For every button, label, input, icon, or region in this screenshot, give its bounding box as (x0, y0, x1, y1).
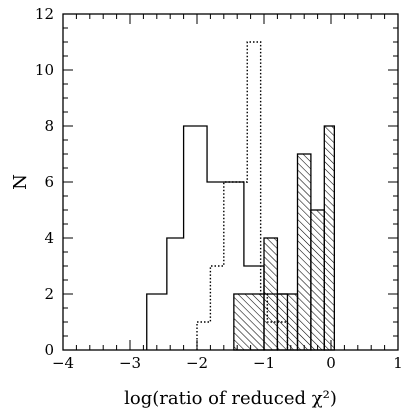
solid-outline-outline (146, 125, 289, 350)
hatched-bin-3 (296, 153, 312, 351)
hatched-bin-0 (233, 293, 265, 351)
x-tick-label: 1 (393, 354, 403, 372)
y-tick-label: 10 (35, 61, 54, 79)
hatched-bin-5 (323, 125, 335, 351)
y-tick-label: 8 (44, 117, 54, 135)
y-tick-label: 0 (44, 341, 54, 359)
x-tick-label: −4 (52, 354, 74, 372)
hatched-series (233, 125, 335, 351)
y-tick-label: 12 (35, 5, 54, 23)
y-tick-label: 6 (44, 173, 54, 191)
x-tick-label: −2 (186, 354, 208, 372)
histogram-layer (146, 41, 335, 351)
x-tick-label: −3 (119, 354, 141, 372)
x-tick-label: 0 (326, 354, 336, 372)
y-axis-title: N (10, 174, 31, 190)
dotted-outline-series (196, 41, 289, 350)
solid-outline-series (146, 125, 289, 350)
dotted-outline-outline (196, 41, 289, 350)
x-axis-title: log(ratio of reduced χ²) (124, 388, 337, 409)
y-tick-label: 2 (44, 285, 54, 303)
x-tick-label: −1 (253, 354, 275, 372)
y-tick-label: 4 (44, 229, 54, 247)
hatched-bin-4 (310, 209, 325, 351)
